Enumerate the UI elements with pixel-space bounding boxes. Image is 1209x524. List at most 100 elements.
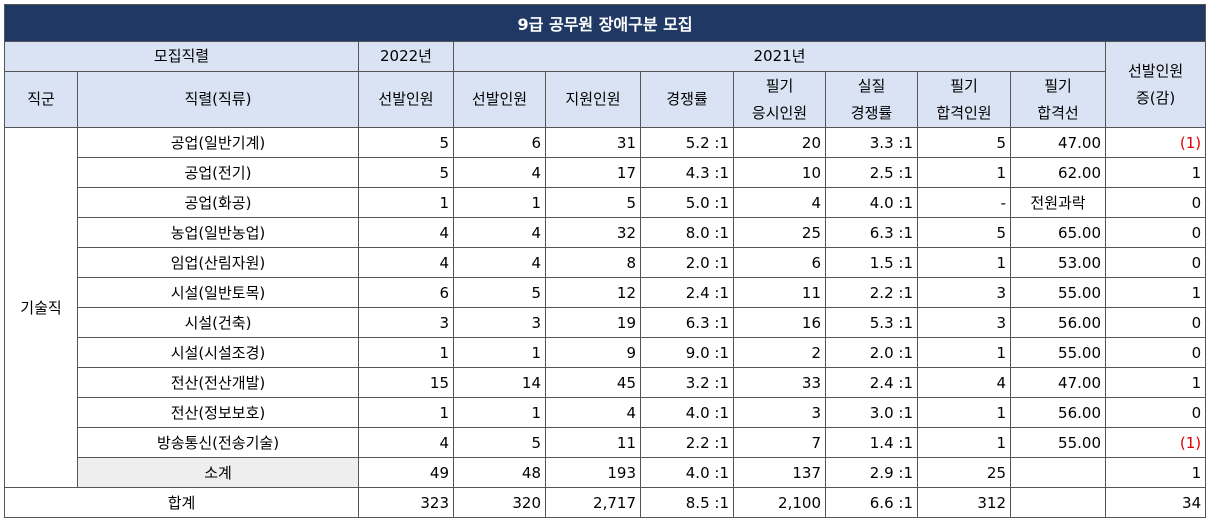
written-pass-cell: - [917, 187, 1011, 218]
table-row: 시설(시설조경) 1 1 9 9.0 :1 2 2.0 :1 1 55.00 0 [5, 337, 1207, 368]
competition-cell: 4.0 :1 [640, 397, 734, 428]
written-pass-cell: 3 [917, 307, 1011, 338]
cutoff-cell: 56.00 [1010, 307, 1106, 338]
selected-2022-cell: 4 [358, 247, 454, 278]
series-name: 공업(일반기계) [77, 127, 359, 158]
written-pass-cell: 1 [917, 397, 1011, 428]
selected-2022-cell: 1 [358, 397, 454, 428]
header-cutoff: 필기 합격선 [1010, 71, 1106, 128]
written-takers-cell: 4 [733, 187, 826, 218]
header-selected-2022: 선발인원 [358, 71, 454, 128]
table-row: 시설(건축) 3 3 19 6.3 :1 16 5.3 :1 3 56.00 0 [5, 307, 1207, 338]
actual-competition-cell: 2.2 :1 [825, 277, 918, 308]
written-takers-cell: 3 [733, 397, 826, 428]
category-cell: 기술직 [4, 127, 78, 488]
change-cell: 0 [1104, 247, 1207, 278]
applicants-cell: 11 [545, 427, 641, 458]
written-pass-cell: 5 [917, 127, 1011, 158]
total-label: 합계 [4, 487, 359, 518]
table-title: 9급 공무원 장애구분 모집 [3, 4, 1207, 42]
series-name: 방송통신(전송기술) [77, 427, 359, 458]
table-row: 전산(정보보호) 1 1 4 4.0 :1 3 3.0 :1 1 56.00 0 [5, 397, 1207, 428]
series-name: 농업(일반농업) [77, 217, 359, 248]
competition-cell: 4.3 :1 [640, 157, 734, 188]
change-cell: 1 [1104, 277, 1207, 308]
selected-2021-cell: 5 [453, 427, 546, 458]
applicants-cell: 32 [545, 217, 641, 248]
table-row: 시설(일반토목) 6 5 12 2.4 :1 11 2.2 :1 3 55.00 1 [5, 277, 1207, 308]
actual-competition-cell: 3.3 :1 [825, 127, 918, 158]
selected-2021-cell: 4 [453, 217, 546, 248]
table-row: 방송통신(전송기술) 4 5 11 2.2 :1 7 1.4 :1 1 55.00 (1) [5, 427, 1207, 458]
cutoff-cell: 55.00 [1010, 277, 1106, 308]
actual-competition-cell: 2.4 :1 [825, 367, 918, 398]
cutoff-cell: 47.00 [1010, 367, 1106, 398]
change-cell: (1) [1104, 127, 1207, 158]
cutoff-cell: 53.00 [1010, 247, 1106, 278]
written-takers-cell: 20 [733, 127, 826, 158]
actual-competition-cell: 4.0 :1 [825, 187, 918, 218]
series-name: 전산(전산개발) [77, 367, 359, 398]
series-name: 공업(전기) [77, 157, 359, 188]
subtotal-actual-competition: 2.9 :1 [825, 457, 918, 488]
selected-2021-cell: 3 [453, 307, 546, 338]
subtotal-label: 소계 [77, 457, 359, 488]
written-takers-cell: 10 [733, 157, 826, 188]
total-applicants: 2,717 [545, 487, 641, 518]
total-actual-competition: 6.6 :1 [825, 487, 918, 518]
applicants-cell: 17 [545, 157, 641, 188]
series-name: 시설(건축) [77, 307, 359, 338]
table-row: 기술직 공업(일반기계) 5 6 31 5.2 :1 20 3.3 :1 5 47.00 (1) [4, 127, 1207, 488]
total-written-pass: 312 [917, 487, 1011, 518]
competition-cell: 8.0 :1 [640, 217, 734, 248]
series-name: 시설(시설조경) [77, 337, 359, 368]
cutoff-cell: 55.00 [1010, 427, 1106, 458]
competition-cell: 5.0 :1 [640, 187, 734, 218]
written-takers-cell: 16 [733, 307, 826, 338]
subtotal-competition: 4.0 :1 [640, 457, 734, 488]
total-selected-2022: 323 [358, 487, 454, 518]
total-row: 합계 323 320 2,717 8.5 :1 2,100 6.6 :1 312 34 [4, 487, 1207, 518]
recruitment-table: 9급 공무원 장애구분 모집 모집직렬 2022년 2021년 선발인원 증(감)… [3, 4, 1207, 518]
applicants-cell: 8 [545, 247, 641, 278]
series-name: 임업(산림자원) [77, 247, 359, 278]
header-change: 선발인원 증(감) [1104, 41, 1207, 128]
header-series: 직렬(직류) [77, 71, 359, 128]
competition-cell: 2.0 :1 [640, 247, 734, 278]
actual-competition-cell: 5.3 :1 [825, 307, 918, 338]
header-written-takers: 필기 응시인원 [733, 71, 826, 128]
competition-cell: 3.2 :1 [640, 367, 734, 398]
written-takers-cell: 6 [733, 247, 826, 278]
applicants-cell: 19 [545, 307, 641, 338]
selected-2022-cell: 6 [358, 277, 454, 308]
applicants-cell: 31 [545, 127, 641, 158]
header-selected-2021: 선발인원 [453, 71, 546, 128]
selected-2022-cell: 1 [358, 187, 454, 218]
cutoff-cell: 47.00 [1010, 127, 1106, 158]
header-competition: 경쟁률 [640, 71, 734, 128]
total-cutoff [1010, 487, 1106, 518]
written-takers-cell: 2 [733, 337, 826, 368]
change-cell: 1 [1104, 367, 1207, 398]
applicants-cell: 4 [545, 397, 641, 428]
total-written-takers: 2,100 [733, 487, 826, 518]
cutoff-cell: 전원과락 [1010, 187, 1106, 218]
applicants-cell: 9 [545, 337, 641, 368]
selected-2021-cell: 1 [453, 187, 546, 218]
subtotal-row: 소계 49 48 193 4.0 :1 137 2.9 :1 25 1 [5, 457, 1207, 488]
header-position-group: 모집직렬 [4, 41, 359, 72]
written-pass-cell: 4 [917, 367, 1011, 398]
selected-2021-cell: 1 [453, 337, 546, 368]
written-takers-cell: 33 [733, 367, 826, 398]
selected-2022-cell: 1 [358, 337, 454, 368]
series-name: 전산(정보보호) [77, 397, 359, 428]
change-cell: (1) [1104, 427, 1207, 458]
written-pass-cell: 1 [917, 247, 1011, 278]
competition-cell: 6.3 :1 [640, 307, 734, 338]
actual-competition-cell: 1.5 :1 [825, 247, 918, 278]
total-selected-2021: 320 [453, 487, 546, 518]
header-applicants: 지원인원 [545, 71, 641, 128]
written-takers-cell: 7 [733, 427, 826, 458]
selected-2022-cell: 4 [358, 217, 454, 248]
written-pass-cell: 1 [917, 427, 1011, 458]
